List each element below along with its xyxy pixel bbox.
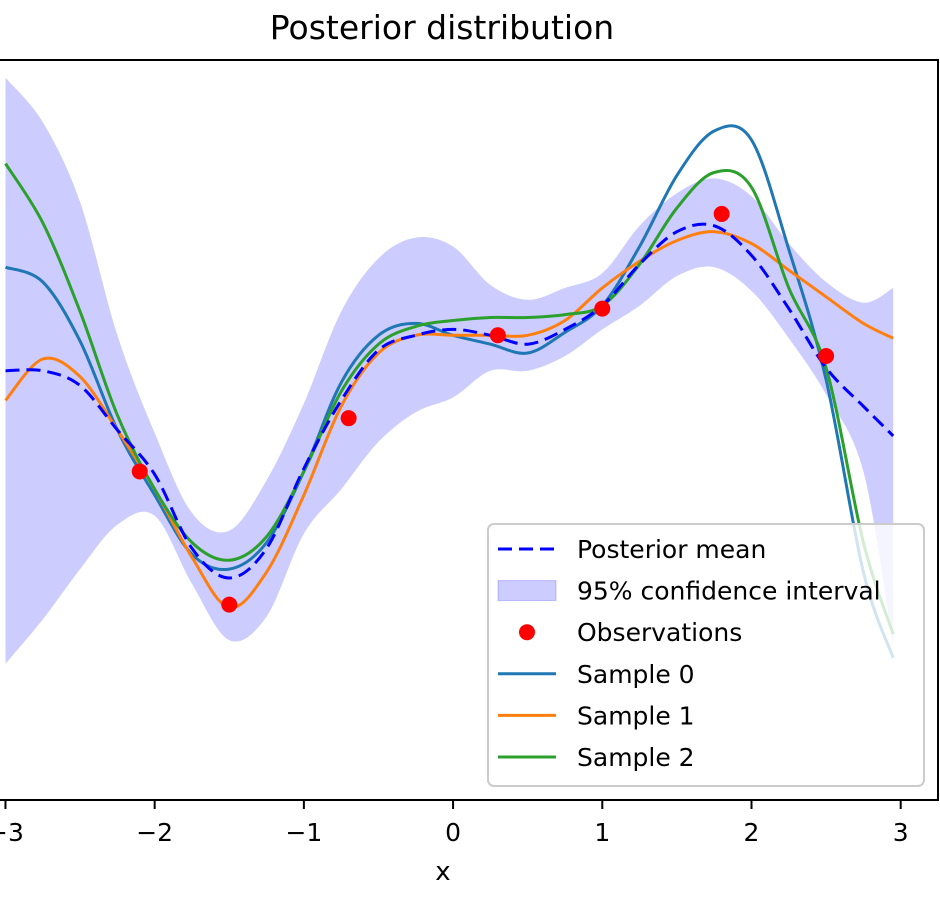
observation-point-3 bbox=[489, 327, 506, 344]
series-line-sample-0 bbox=[4, 124, 895, 659]
chart-title: Posterior distribution bbox=[269, 8, 615, 47]
plot-area bbox=[4, 77, 895, 664]
x-tick-label: −1 bbox=[285, 818, 322, 847]
confidence-interval-band bbox=[5, 77, 894, 664]
legend-label: Observations bbox=[577, 618, 742, 647]
x-tick-label: 0 bbox=[445, 818, 461, 847]
legend-label: Sample 1 bbox=[577, 701, 695, 730]
legend-label: Sample 0 bbox=[577, 660, 695, 689]
legend: Posterior mean 95% confidence interval Obs… bbox=[487, 523, 925, 787]
legend-handle-observations bbox=[519, 624, 535, 641]
observation-point-0 bbox=[131, 463, 148, 480]
legend-box bbox=[487, 523, 925, 787]
legend-label: 95% confidence interval bbox=[577, 577, 881, 606]
x-axis: −3 −2 −1 0 1 2 3 bbox=[0, 800, 909, 847]
legend-label: Sample 2 bbox=[577, 743, 695, 772]
observation-point-2 bbox=[340, 410, 357, 427]
observation-point-1 bbox=[221, 596, 238, 613]
x-tick-label: 3 bbox=[893, 818, 909, 847]
x-tick-label: −2 bbox=[136, 818, 173, 847]
observation-point-6 bbox=[818, 348, 835, 364]
legend-label: Posterior mean bbox=[577, 535, 766, 564]
observation-point-5 bbox=[713, 205, 730, 222]
x-axis-label: x bbox=[435, 857, 450, 887]
x-tick-label: −3 bbox=[0, 818, 24, 847]
legend-handle-confidence-interval bbox=[497, 580, 557, 602]
x-tick-label: 1 bbox=[594, 818, 610, 847]
plot-frame bbox=[0, 59, 939, 801]
observation-point-4 bbox=[594, 300, 611, 317]
x-tick-label: 2 bbox=[744, 818, 760, 847]
posterior-mean-line bbox=[5, 222, 895, 580]
